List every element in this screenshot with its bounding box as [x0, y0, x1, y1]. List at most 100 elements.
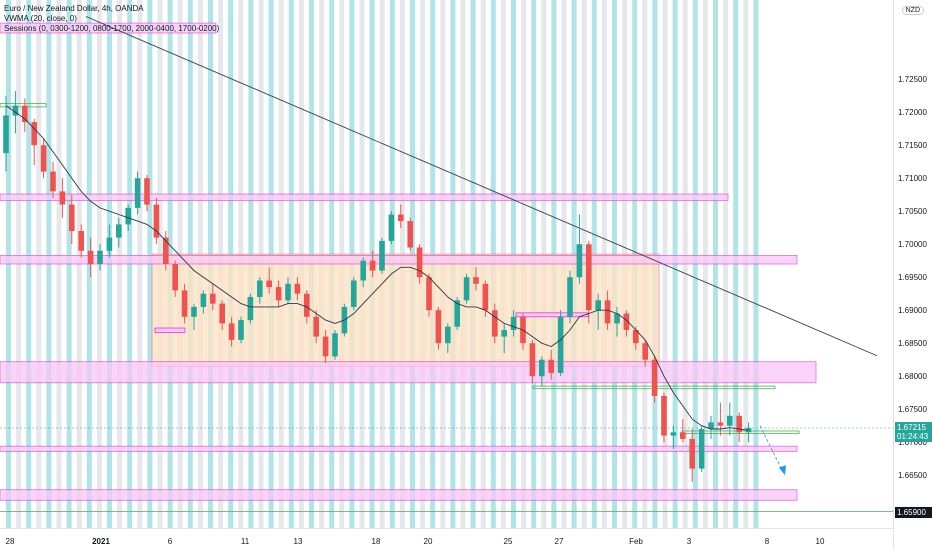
- candle-body: [586, 244, 592, 311]
- candle-body: [445, 326, 451, 344]
- candle-body: [125, 207, 131, 225]
- time-tick-label: 6: [168, 537, 173, 546]
- chart-legend[interactable]: Euro / New Zealand Dollar, 4h, OANDA VWM…: [4, 4, 219, 34]
- candle-body: [548, 359, 554, 373]
- candle-body: [360, 260, 366, 281]
- candle-body: [12, 105, 19, 116]
- candle-body: [238, 320, 244, 340]
- candle-body: [294, 283, 301, 294]
- countdown-timer: 01:24:43: [897, 432, 929, 441]
- projection-arrowhead: [779, 465, 786, 476]
- time-axis[interactable]: 28 2021 6 11 13 18 20 25 27 Feb 3 8 10: [0, 528, 893, 547]
- candle-body: [736, 415, 742, 433]
- price-tick-label: 1.71000: [898, 174, 927, 183]
- candle-body: [604, 300, 611, 324]
- candle-body: [651, 359, 658, 396]
- candle-body: [680, 432, 686, 439]
- legend-vwma: VWMA (20, close, 0): [4, 14, 77, 23]
- annotations: [759, 425, 786, 476]
- price-tick-label: 1.66500: [898, 471, 927, 480]
- candle-body: [379, 240, 385, 271]
- candle-body: [116, 224, 122, 238]
- candle-body: [332, 333, 338, 357]
- small-zone: [154, 327, 186, 334]
- candle-body: [407, 221, 413, 248]
- candle-body: [567, 277, 573, 317]
- last-price-value: 1.67215: [897, 423, 926, 432]
- candle-body: [191, 306, 197, 317]
- candle-body: [369, 260, 376, 271]
- time-tick-label: 28: [6, 537, 15, 546]
- sr-zone: [0, 193, 729, 202]
- small-zone: [515, 312, 589, 318]
- time-tick-label: Feb: [629, 537, 643, 546]
- candle-body: [275, 287, 282, 301]
- candle-body: [698, 429, 705, 469]
- candle-body: [717, 422, 724, 426]
- price-tick-label: 1.70000: [898, 240, 927, 249]
- candle-body: [22, 105, 28, 123]
- candle-body: [388, 214, 395, 241]
- candle-body: [689, 438, 695, 469]
- bottom-price-tag: 1.65900: [895, 506, 932, 518]
- candle-body: [454, 300, 460, 327]
- candle-body: [247, 297, 254, 321]
- sr-zone: [0, 22, 217, 34]
- time-tick-label: 2021: [92, 537, 110, 546]
- time-tick-label: 20: [424, 537, 433, 546]
- support-resistance-zones: [0, 22, 893, 512]
- candle-body: [87, 250, 94, 264]
- candle-body: [285, 283, 291, 301]
- candle-body: [59, 191, 66, 205]
- time-tick-label: 13: [294, 537, 303, 546]
- currency-badge[interactable]: NZD: [901, 6, 924, 15]
- time-tick-label: 11: [241, 537, 250, 546]
- candle-body: [200, 293, 207, 307]
- candle-body: [97, 250, 103, 264]
- price-tick-label: 1.69000: [898, 306, 927, 315]
- candle-body: [426, 277, 432, 311]
- candle-body: [642, 343, 648, 360]
- candle-body: [351, 280, 357, 307]
- candle-body: [708, 422, 714, 429]
- price-axis-labels: 1.72500 1.72000 1.71500 1.71000 1.70500 1.700…: [898, 75, 927, 480]
- candle-body: [210, 293, 216, 304]
- candle-body: [529, 343, 536, 377]
- candle-body: [539, 359, 545, 377]
- sr-zone: [0, 489, 798, 501]
- price-tick-label: 1.67000: [898, 438, 927, 447]
- candle-body: [153, 204, 160, 238]
- price-tick-label: 1.71500: [898, 141, 927, 150]
- candle-body: [228, 323, 235, 340]
- time-tick-label: 10: [816, 537, 825, 546]
- candle-body: [219, 303, 225, 324]
- legend-sessions: Sessions (0, 0300-1200, 0800-1700, 2000-…: [4, 24, 220, 33]
- candle-body: [614, 313, 620, 324]
- sr-zone: [0, 361, 817, 384]
- projection-arrow: [759, 425, 784, 473]
- trendline-group: [85, 16, 878, 357]
- candle-body: [31, 122, 37, 146]
- candle-body: [661, 396, 667, 436]
- candle-body: [435, 310, 442, 344]
- time-tick-label: 18: [372, 537, 381, 546]
- time-tick-label: 3: [687, 537, 692, 546]
- candle-body: [313, 316, 319, 337]
- candle-body: [163, 237, 169, 264]
- candle-body: [416, 247, 423, 278]
- sr-zone: [0, 445, 798, 452]
- candle-body: [3, 115, 9, 154]
- candle-body: [595, 300, 601, 311]
- candle-body: [106, 237, 113, 251]
- candle-body: [257, 280, 263, 297]
- price-tick-label: 1.72000: [898, 108, 927, 117]
- price-scale[interactable]: 1.72500 1.72000 1.71500 1.71000 1.70500 1.700…: [893, 0, 932, 550]
- candle-body: [623, 313, 630, 330]
- candle-body: [266, 280, 272, 288]
- range-box: [151, 253, 660, 367]
- candle-body: [304, 293, 310, 317]
- candle-body: [473, 277, 479, 284]
- sr-zone: [0, 255, 798, 265]
- last-price-tag: 1.67215 01:24:43: [895, 422, 932, 442]
